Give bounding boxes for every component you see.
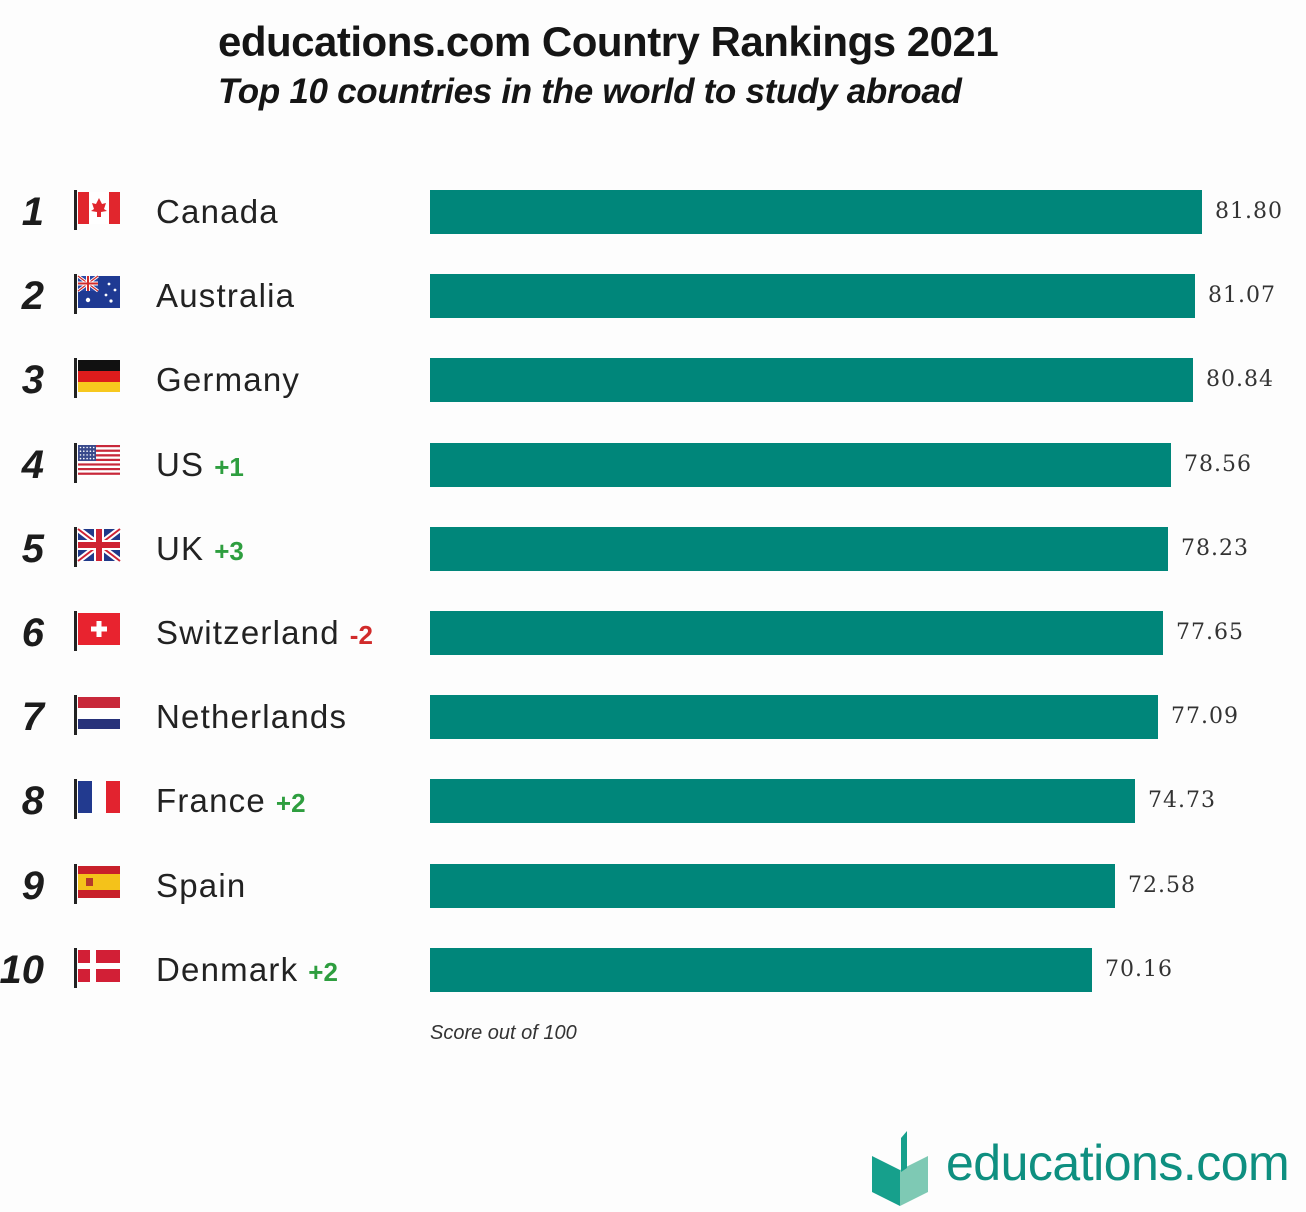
chart-title: educations.com Country Rankings 2021: [218, 18, 999, 65]
country-name: Canada: [156, 193, 279, 230]
rank-label: 2: [21, 274, 44, 319]
bar-row-germany: 3 Germany 80.84: [0, 338, 1306, 422]
country-name: Denmark: [156, 950, 299, 988]
book-icon: [872, 1131, 928, 1206]
bar: [430, 779, 1135, 824]
logo-text: educations.com: [946, 1135, 1290, 1191]
france-flag-icon: [74, 779, 120, 820]
germany-flag-icon: [74, 358, 120, 399]
value-label: 78.56: [1184, 451, 1252, 477]
bar-row-us: 4 US +1 78.56: [0, 423, 1306, 507]
country-label: Switzerland -2: [156, 591, 373, 675]
netherlands-flag-icon: [74, 695, 120, 736]
value-label: 80.84: [1206, 367, 1274, 393]
us-flag-icon: [74, 442, 120, 483]
switzerland-flag-icon: [74, 611, 120, 651]
country-label: Netherlands: [156, 675, 347, 759]
country-label: France +2: [156, 759, 306, 843]
country-name: France: [156, 782, 266, 820]
bar: [430, 947, 1092, 992]
bar: [430, 695, 1158, 740]
value-label: 74.73: [1148, 788, 1216, 814]
country-name: Netherlands: [156, 698, 348, 736]
rank-label: 6: [21, 611, 44, 655]
country-name: Germany: [156, 361, 301, 399]
bar: [430, 526, 1168, 571]
denmark-flag-icon: [74, 947, 120, 988]
country-label: Germany: [156, 338, 300, 422]
axis-label: Score out of 100: [430, 1022, 577, 1044]
rank-change-badge: +1: [214, 451, 244, 482]
country-name: Spain: [156, 866, 247, 904]
country-name: US: [156, 445, 205, 483]
uk-flag-icon: [74, 526, 122, 567]
bar: [430, 190, 1202, 234]
value-label: 77.65: [1176, 620, 1244, 645]
rank-change-badge: +2: [308, 956, 338, 987]
bar-row-denmark: 10 Denmark +2 70.16: [0, 928, 1306, 1012]
rank-change-badge: +3: [214, 535, 244, 566]
bar: [430, 611, 1163, 655]
bar: [430, 863, 1115, 908]
canada-flag-icon: [74, 190, 120, 230]
value-label: 81.80: [1215, 199, 1283, 224]
bar-row-netherlands: 7 Netherlands 77.09: [0, 675, 1306, 759]
value-label: 81.07: [1208, 283, 1276, 309]
bar-row-france: 8 France +2 74.73: [0, 759, 1306, 843]
value-label: 77.09: [1171, 704, 1239, 730]
bar: [430, 358, 1193, 403]
country-name: UK: [156, 529, 205, 567]
value-label: 72.58: [1128, 872, 1196, 898]
value-label: 78.23: [1181, 535, 1249, 561]
rank-label: 8: [21, 779, 44, 824]
rank-change-badge: -2: [349, 620, 373, 650]
value-label: 70.16: [1105, 956, 1173, 982]
rank-change-badge: +2: [275, 788, 306, 819]
rank-label: 7: [21, 695, 44, 740]
bar: [430, 274, 1195, 319]
country-name: Switzerland: [156, 614, 340, 651]
country-label: Denmark +2: [156, 928, 338, 1012]
rank-label: 10: [0, 947, 44, 992]
bar-row-canada: 1 Canada 81.80: [0, 170, 1306, 254]
bar-row-uk: 5 UK +3 78.23: [0, 507, 1306, 591]
country-label: Australia: [156, 254, 295, 338]
bar: [430, 442, 1171, 487]
educations-logo: educations.com: [868, 1128, 1298, 1208]
bar-row-australia: 2 Australia 81.07: [0, 254, 1306, 338]
country-name: Australia: [156, 277, 296, 315]
australia-flag-icon: [74, 274, 120, 315]
country-label: Spain: [156, 844, 246, 928]
country-label: UK +3: [156, 507, 244, 591]
spain-flag-icon: [74, 863, 120, 904]
country-label: US +1: [156, 423, 244, 507]
bar-row-spain: 9 Spain 72.58: [0, 844, 1306, 928]
rank-label: 4: [21, 442, 44, 487]
rank-label: 9: [21, 863, 44, 908]
chart-subtitle: Top 10 countries in the world to study a…: [218, 72, 962, 111]
rank-label: 5: [21, 526, 44, 571]
rank-label: 1: [21, 190, 44, 234]
rank-label: 3: [21, 358, 44, 403]
bar-row-switzerland: 6 Switzerland -2 77.65: [0, 591, 1306, 675]
country-label: Canada: [156, 170, 279, 254]
